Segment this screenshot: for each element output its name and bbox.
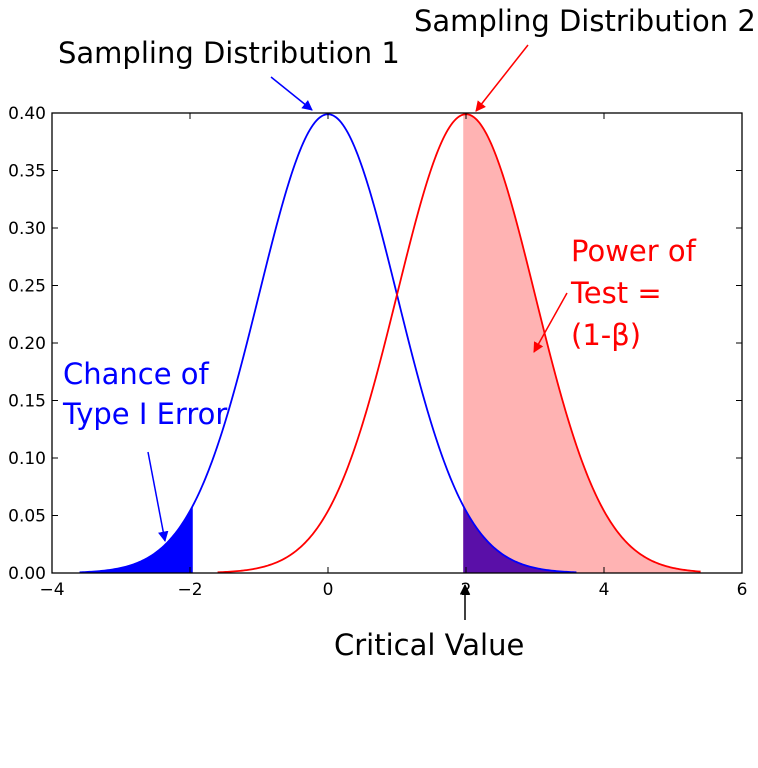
shaded-region-1 [463,114,701,574]
y-tick-label: 0.15 [8,392,46,412]
annotation-dist1: Sampling Distribution 1 [58,36,400,70]
y-tick-label: 0.10 [8,449,46,469]
annotation-type1-line2: Type I Error [62,397,227,431]
annotation-critical-value: Critical Value [334,628,524,662]
annotation-type1-line1: Chance of [63,357,210,391]
y-tick-label: 0.30 [8,219,46,239]
annotation-power-line3: (1-β) [571,318,641,352]
y-tick-label: 0.05 [8,507,46,527]
x-tick-label: −4 [39,580,64,600]
y-axis-ticks: 0.00 0.05 0.10 0.15 0.20 0.25 0.30 0.35 0.40 [8,104,742,584]
plot-area [52,113,742,573]
y-tick-label: 0.00 [8,564,46,584]
y-tick-label: 0.40 [8,104,46,124]
arrow-type1 [147,451,169,543]
x-tick-label: 4 [599,580,610,600]
x-tick-label: 2 [461,580,472,600]
shaded-region-0 [79,505,193,573]
y-tick-label: 0.25 [8,277,46,297]
arrow-dist1 [270,76,313,111]
annotation-dist2: Sampling Distribution 2 [414,4,756,38]
shaded-region-2 [463,505,577,573]
y-tick-label: 0.20 [8,334,46,354]
arrow-power [533,292,568,353]
x-tick-label: 0 [323,580,334,600]
annotation-power-line1: Power of [571,234,697,268]
x-axis-ticks: −4 −2 0 2 4 6 [39,113,747,600]
annotation-power-line2: Test = [570,276,662,310]
arrow-dist2 [475,44,529,112]
shaded-regions [79,114,701,574]
x-tick-label: 6 [737,580,748,600]
x-tick-label: −2 [177,580,202,600]
curve-series-2 [217,113,701,574]
y-tick-label: 0.35 [8,162,46,182]
